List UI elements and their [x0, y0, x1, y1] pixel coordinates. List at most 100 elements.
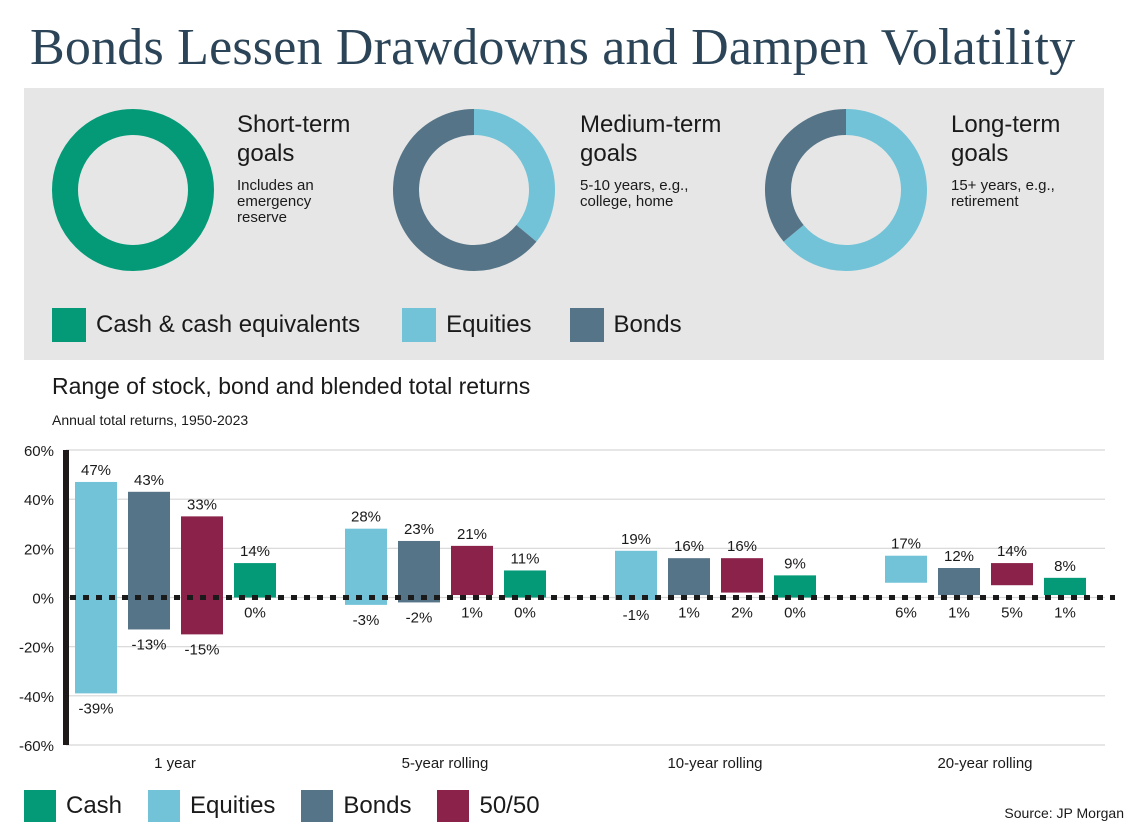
y-tick-label: 0% — [32, 591, 54, 608]
bar-low-label: -2% — [406, 609, 433, 626]
long-term-donut — [765, 109, 927, 271]
x-tick-label: 10-year rolling — [667, 755, 762, 772]
y-tick-label: 20% — [24, 541, 54, 558]
medium-term-donut — [393, 109, 555, 271]
bar-high-label: 17% — [891, 536, 921, 553]
bar-cash-3 — [1044, 577, 1086, 596]
legend-label: Cash & cash equivalents — [96, 311, 361, 338]
chart-title: Range of stock, bond and blended total r… — [52, 373, 531, 399]
bar-equities-0 — [75, 481, 117, 694]
bar-high-label: 11% — [511, 550, 540, 567]
bars — [75, 481, 1086, 694]
bar-low-label: 1% — [461, 605, 483, 622]
legend-label: Equities — [190, 792, 276, 819]
legend-item-bonds: Bonds — [301, 790, 411, 822]
chart-subtitle: Annual total returns, 1950-2023 — [52, 412, 249, 428]
equities-swatch — [402, 308, 437, 342]
bar-equities-2 — [615, 550, 657, 600]
bar-high-label: 19% — [621, 531, 651, 548]
y-tick-label: -40% — [19, 689, 54, 706]
x-tick-label: 1 year — [154, 755, 196, 772]
legend-label: 50/50 — [479, 792, 540, 819]
legend-label: Bonds — [613, 311, 682, 338]
bar-bonds-0 — [128, 491, 170, 630]
goal-heading: Short-term goals — [237, 111, 351, 167]
bar-low-label: 0% — [514, 605, 536, 622]
bar-high-label: 14% — [240, 543, 270, 560]
bar-cash-1 — [504, 570, 546, 598]
bar-low-label: 1% — [678, 605, 700, 622]
bar-low-label: 5% — [1001, 605, 1023, 622]
donut-segment-bonds — [765, 109, 847, 242]
legend-item-cash: Cash — [24, 790, 122, 822]
y-tick-label: -20% — [19, 640, 54, 657]
y-tick-label: -60% — [19, 738, 54, 755]
bar-blend-1 — [451, 545, 493, 596]
bar-low-label: -13% — [131, 636, 166, 653]
legend-label: Cash — [66, 792, 123, 819]
bar-high-label: 8% — [1054, 558, 1076, 575]
short-term-goal: Short-term goals Includes an emergency r… — [237, 110, 350, 226]
bar-equities-3 — [885, 555, 927, 583]
bar-low-label: -3% — [353, 612, 380, 629]
donut-segment-equities — [473, 109, 555, 242]
bar-high-label: 33% — [187, 496, 217, 513]
donut-segment-cash — [52, 109, 214, 271]
bonds-swatch — [569, 308, 604, 342]
bar-high-label: 21% — [457, 526, 487, 543]
bar-blend-0 — [181, 516, 223, 635]
goals-panel: Short-term goals Includes an emergency r… — [24, 88, 1104, 360]
legend-item-bonds: Bonds — [569, 308, 682, 342]
y-tick-label: 40% — [24, 492, 54, 509]
allocation-legend: Cash & cash equivalents Equities Bonds — [52, 308, 720, 342]
bar-high-label: 47% — [81, 462, 111, 479]
page-title: Bonds Lessen Drawdowns and Dampen Volati… — [30, 19, 1076, 76]
goal-description: 5-10 years, e.g., college, home — [580, 177, 689, 210]
goal-heading: Long-term goals — [951, 111, 1061, 167]
legend-item-50-50: 50/50 — [437, 790, 540, 822]
grid-lines — [63, 449, 1105, 746]
short-term-donut — [52, 109, 214, 271]
y-axis-ticks: 60% 40% 20% 0% -20% -40% -60% — [19, 443, 54, 755]
long-term-goal: Long-term goals 15+ years, e.g., retirem… — [951, 110, 1060, 210]
goal-description: Includes an emergency reserve — [237, 177, 314, 226]
bar-low-label: 1% — [948, 605, 970, 622]
bar-high-label: 16% — [674, 538, 704, 555]
bar-high-label: 12% — [944, 548, 974, 565]
bar-high-label: 9% — [784, 555, 806, 572]
bar-low-label: -15% — [184, 641, 219, 658]
bar-low-label: -39% — [78, 700, 113, 717]
returns-chart: 60% 40% 20% 0% -20% -40% -60% 47% -39% 43% -13% 33… — [19, 443, 1115, 772]
equities-swatch — [148, 790, 181, 822]
x-tick-label: 5-year rolling — [402, 755, 489, 772]
bar-bonds-3 — [938, 568, 980, 596]
bar-low-label: -1% — [623, 607, 650, 624]
bar-low-label: 0% — [244, 605, 266, 622]
chart-legend: Cash Equities Bonds 50/50 — [24, 790, 566, 822]
y-tick-label: 60% — [24, 443, 54, 460]
bar-low-label: 1% — [1054, 605, 1076, 622]
goal-description: 15+ years, e.g., retirement — [951, 177, 1055, 210]
bar-bonds-2 — [668, 558, 710, 596]
legend-item-equities: Equities — [148, 790, 275, 822]
bar-high-label: 16% — [727, 538, 757, 555]
bar-high-label: 28% — [351, 509, 381, 526]
bar-equities-1 — [345, 528, 387, 605]
legend-label: Bonds — [343, 792, 412, 819]
bar-blend-3 — [991, 563, 1033, 586]
source-note: Source: JP Morgan — [1004, 805, 1124, 821]
blend-swatch — [437, 790, 470, 822]
bar-low-label: 2% — [731, 605, 753, 622]
data-labels: 47% -39% 43% -13% 33% -15% 14% 0% 28% -3% 23% -2% 21… — [78, 462, 1075, 717]
bar-low-label: 0% — [784, 605, 806, 622]
bar-blend-2 — [721, 558, 763, 593]
goal-heading: Medium-term goals — [580, 111, 722, 167]
bar-cash-0 — [234, 563, 276, 598]
medium-term-goal: Medium-term goals 5-10 years, e.g., coll… — [580, 110, 721, 210]
legend-item-cash: Cash & cash equivalents — [52, 308, 360, 342]
bar-bonds-1 — [398, 540, 440, 603]
legend-item-equities: Equities — [402, 308, 532, 342]
cash-swatch — [52, 308, 86, 342]
legend-label: Equities — [446, 311, 532, 338]
donut-segment-equities — [783, 109, 927, 271]
